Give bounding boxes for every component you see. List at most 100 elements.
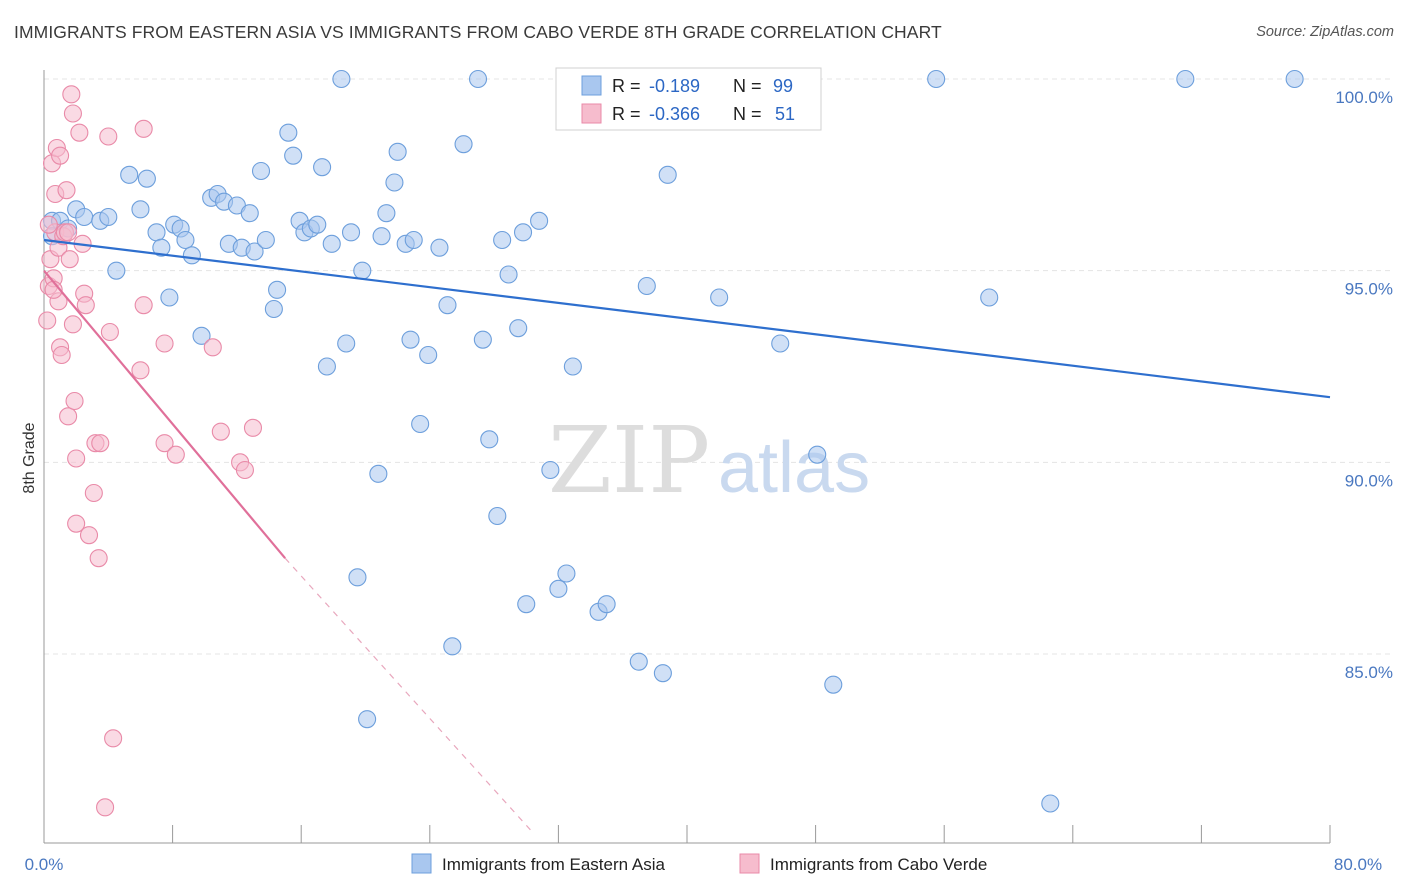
- eastern-asia-point-82: [658, 165, 677, 184]
- legend-swatch-pink: [581, 103, 602, 124]
- eastern-asia-point-78: [629, 652, 648, 671]
- cabo-verde-point-21: [63, 315, 82, 334]
- eastern-asia-point-58: [438, 296, 457, 315]
- legend-n-value-2: 51: [775, 104, 795, 124]
- cabo-verde-point-20: [63, 104, 82, 123]
- eastern-asia-point-40: [322, 234, 341, 253]
- cabo-verde-point-23: [67, 449, 86, 468]
- eastern-asia-point-92: [1285, 69, 1304, 89]
- eastern-asia-point-86: [808, 445, 827, 464]
- eastern-asia-point-73: [557, 564, 576, 583]
- y-tick-label-85: 85.0%: [1345, 663, 1393, 682]
- cabo-verde-point-37: [104, 729, 123, 748]
- cabo-verde-point-42: [155, 334, 174, 353]
- eastern-asia-point-13: [152, 238, 171, 257]
- eastern-asia-point-7: [99, 207, 118, 227]
- cabo-verde-point-38: [134, 119, 153, 138]
- cabo-verde-point-16: [59, 223, 78, 242]
- legend-stats: R = -0.189 N = 99 R = -0.366 N = 51: [555, 67, 822, 131]
- eastern-asia-point-81: [653, 664, 672, 683]
- gridlines: [44, 78, 1390, 655]
- eastern-asia-point-43: [341, 223, 361, 242]
- eastern-asia-point-88: [927, 69, 946, 89]
- cabo-verde-point-40: [134, 296, 153, 315]
- eastern-asia-point-83: [710, 288, 729, 307]
- cabo-verde-point-48: [243, 418, 263, 437]
- cabo-verde-point-35: [99, 127, 118, 146]
- watermark-zip: ZIP: [548, 407, 710, 514]
- eastern-asia-point-37: [308, 215, 327, 234]
- cabo-verde-point-41: [155, 434, 174, 453]
- eastern-asia-point-76: [597, 595, 616, 614]
- eastern-asia-point-56: [419, 345, 438, 365]
- eastern-asia-point-65: [493, 230, 512, 250]
- eastern-asia-point-90: [1041, 794, 1060, 813]
- eastern-asia-point-28: [251, 161, 271, 181]
- trend-line-cabo-verde-extrapolated: [284, 557, 535, 835]
- eastern-asia-point-48: [372, 227, 391, 246]
- y-tick-label-90: 90.0%: [1345, 471, 1393, 490]
- eastern-asia-point-29: [256, 230, 275, 250]
- trend-lines: [43, 238, 1331, 835]
- eastern-asia-point-69: [517, 595, 536, 614]
- eastern-asia-point-85: [771, 334, 790, 353]
- source-credit: Source: ZipAtlas.com: [1256, 24, 1394, 40]
- eastern-asia-point-26: [240, 204, 259, 223]
- eastern-asia-point-70: [530, 211, 549, 230]
- cabo-verde-point-12: [52, 345, 71, 365]
- cabo-verde-point-45: [211, 422, 230, 441]
- eastern-asia-point-57: [430, 238, 449, 257]
- cabo-verde-point-25: [70, 123, 89, 142]
- cabo-verde-point-32: [89, 549, 108, 568]
- eastern-asia-point-42: [337, 334, 356, 353]
- y-axis-title: 8th Grade: [21, 422, 38, 493]
- y-tick-label-100: 100.0%: [1335, 88, 1393, 107]
- watermark-atlas: atlas: [718, 428, 870, 508]
- eastern-asia-point-71: [541, 460, 560, 480]
- legend-r-label-1: R =: [612, 76, 641, 96]
- eastern-asia-point-59: [443, 637, 462, 656]
- cabo-verde-point-29: [79, 526, 99, 545]
- legend-n-value-1: 99: [773, 76, 793, 96]
- trend-line-cabo-verde: [43, 269, 286, 559]
- cabo-verde-point-28: [76, 296, 95, 315]
- eastern-asia-point-53: [401, 330, 420, 349]
- eastern-asia-point-33: [284, 146, 303, 165]
- eastern-asia-point-63: [480, 430, 499, 449]
- trend-line-eastern-asia: [43, 238, 1331, 399]
- x-tick-label-max: 80.0%: [1334, 855, 1382, 874]
- cabo-verde-point-18: [60, 250, 79, 269]
- legend-n-label-1: N =: [733, 76, 762, 96]
- legend-swatch-blue: [581, 75, 602, 96]
- eastern-asia-point-74: [563, 357, 582, 376]
- eastern-asia-point-27: [245, 242, 264, 261]
- eastern-asia-point-50: [385, 173, 404, 192]
- eastern-asia-point-89: [980, 288, 999, 307]
- eastern-asia-point-87: [824, 675, 843, 694]
- eastern-asia-point-32: [279, 123, 298, 142]
- eastern-asia-point-66: [499, 265, 518, 284]
- eastern-asia-point-11: [137, 169, 156, 188]
- eastern-asia-point-18: [182, 246, 201, 265]
- y-tick-labels: 85.0% 90.0% 95.0% 100.0%: [1335, 88, 1393, 682]
- series-cabo-verde-points: [38, 85, 263, 817]
- eastern-asia-point-39: [317, 357, 336, 376]
- eastern-asia-point-19: [192, 326, 211, 345]
- eastern-asia-point-91: [1176, 69, 1195, 89]
- chart-title: IMMIGRANTS FROM EASTERN ASIA VS IMMIGRAN…: [14, 22, 942, 42]
- legend-series-swatch-eastern-asia: [411, 853, 432, 874]
- legend-series-label-eastern-asia: Immigrants from Eastern Asia: [442, 855, 666, 874]
- cabo-verde-point-22: [65, 391, 84, 411]
- legend-r-value-1: -0.189: [649, 76, 700, 96]
- legend-series: Immigrants from Eastern Asia Immigrants …: [411, 853, 987, 874]
- eastern-asia-point-12: [147, 223, 166, 242]
- eastern-asia-point-17: [176, 230, 195, 250]
- eastern-asia-point-10: [131, 200, 150, 219]
- legend-n-label-2: N =: [733, 104, 762, 124]
- cabo-verde-point-36: [100, 322, 119, 342]
- eastern-asia-point-44: [348, 568, 367, 587]
- cabo-verde-point-33: [91, 434, 110, 453]
- eastern-asia-point-31: [268, 280, 287, 299]
- eastern-asia-point-8: [107, 261, 126, 280]
- eastern-asia-point-45: [353, 261, 372, 280]
